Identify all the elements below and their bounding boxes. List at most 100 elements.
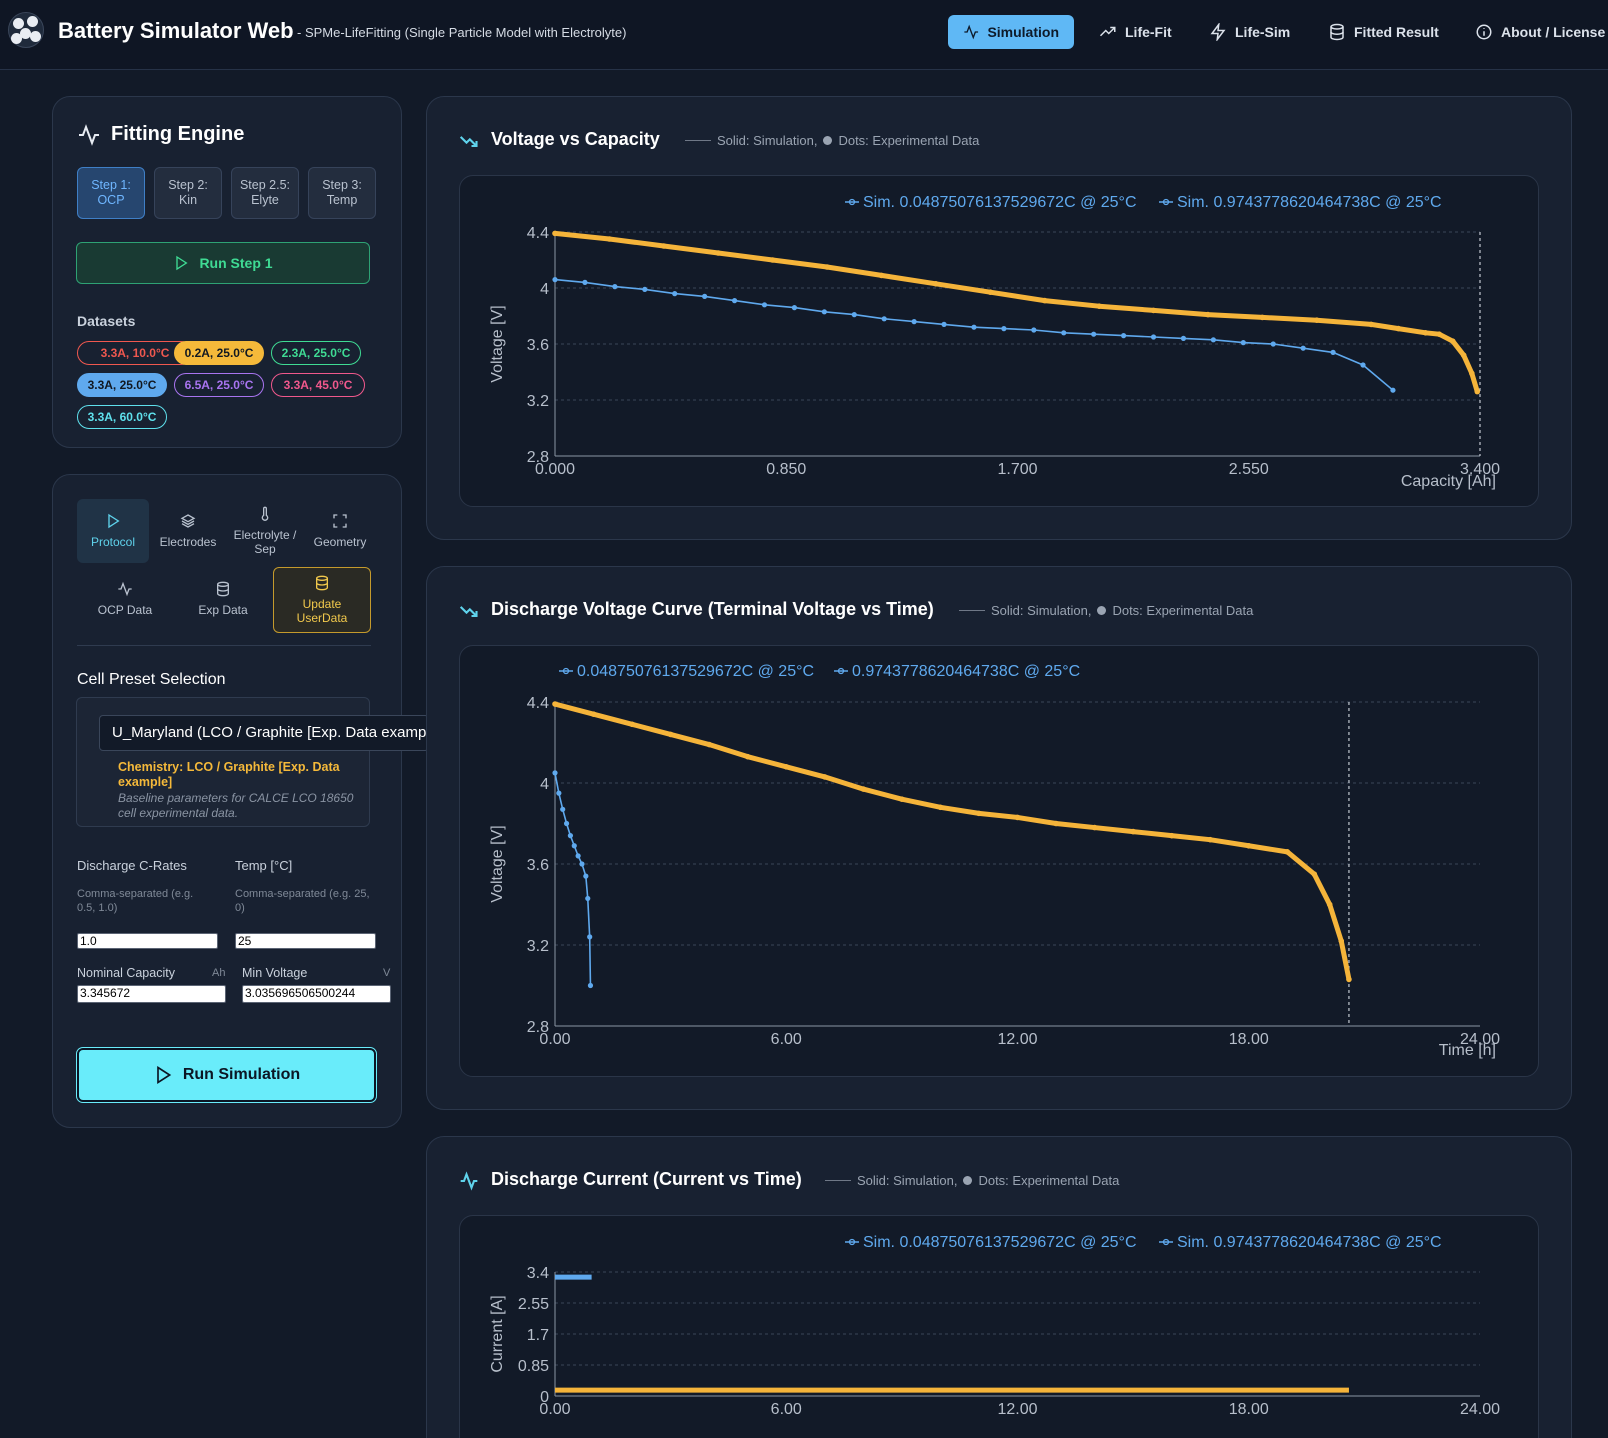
- data-point: [563, 820, 570, 827]
- data-point: [860, 786, 867, 792]
- tab-update-userdata[interactable]: Update UserData: [273, 567, 371, 633]
- series-legend-note: Solid: Simulation, Dots: Experimental Da…: [685, 133, 979, 148]
- database-icon: [217, 581, 229, 597]
- nav-label: Fitted Result: [1354, 24, 1439, 40]
- dataset-chip[interactable]: 6.5A, 25.0°C: [174, 373, 264, 397]
- data-point: [1096, 303, 1102, 310]
- data-point: [606, 236, 613, 242]
- data-point: [552, 770, 558, 776]
- data-point: [1205, 311, 1211, 318]
- min-voltage-input[interactable]: 3.035696506500244: [242, 985, 391, 1003]
- data-point: [1031, 327, 1037, 333]
- data-point: [824, 264, 830, 270]
- data-point: [1270, 341, 1276, 347]
- tab-label: Electrolyte / Sep: [233, 528, 297, 556]
- y-tick-label: 0: [540, 1389, 549, 1406]
- series-line: [554, 772, 592, 986]
- bolt-icon: [1210, 23, 1226, 41]
- data-point: [715, 250, 722, 256]
- data-point: [590, 711, 597, 717]
- nominal-capacity-input[interactable]: 3.345672: [77, 985, 226, 1003]
- x-tick-label: 0.00: [539, 1401, 570, 1418]
- x-tick-label: 1.700: [997, 461, 1037, 478]
- expand-icon: [333, 514, 347, 528]
- nav-life-sim[interactable]: Life-Sim: [1194, 15, 1305, 49]
- dot-swatch: [823, 136, 833, 145]
- y-tick-label: 3.4: [527, 1265, 549, 1282]
- data-point: [1338, 938, 1345, 944]
- legend-swatch: [837, 667, 845, 675]
- step-1-button[interactable]: Step 1: OCP: [77, 167, 145, 219]
- nav-life-fit[interactable]: Life-Fit: [1084, 15, 1187, 49]
- dataset-chip[interactable]: 0.2A, 25.0°C: [174, 341, 264, 365]
- legend-label: Sim. 0.04875076137529672C @ 25°C: [863, 194, 1137, 211]
- app-title: Battery Simulator Web: [58, 18, 294, 43]
- y-tick-label: 1.7: [527, 1327, 549, 1344]
- tab-electrodes[interactable]: Electrodes: [151, 499, 225, 563]
- run-simulation-button[interactable]: Run Simulation: [77, 1048, 376, 1102]
- tab-label: Protocol: [90, 535, 136, 549]
- step-2-button[interactable]: Step 2: Kin: [154, 167, 222, 219]
- nav-about-license[interactable]: About / License: [1460, 15, 1608, 49]
- data-point: [661, 243, 667, 249]
- data-point: [1460, 352, 1467, 359]
- data-point: [567, 833, 574, 839]
- legend-dots-text: Dots: Experimental Data: [1112, 603, 1254, 618]
- data-point: [1168, 832, 1175, 839]
- tab-exp-data[interactable]: Exp Data: [175, 567, 271, 631]
- nav-simulation[interactable]: Simulation: [948, 15, 1074, 49]
- data-point: [1061, 330, 1067, 336]
- data-point: [1207, 836, 1214, 843]
- tab-electrolyte-sep[interactable]: Electrolyte / Sep: [227, 499, 303, 563]
- layers-icon: [180, 514, 196, 528]
- dataset-chip[interactable]: 3.3A, 25.0°C: [77, 373, 167, 397]
- data-point: [585, 895, 591, 902]
- data-point: [667, 731, 674, 738]
- app-subtitle: - SPMe-LifeFitting (Single Particle Mode…: [297, 25, 627, 40]
- dataset-chip[interactable]: 2.3A, 25.0°C: [271, 341, 361, 365]
- x-tick-label: 3.400: [1460, 461, 1500, 478]
- tab-label: Exp Data: [198, 603, 248, 617]
- data-point: [1150, 334, 1157, 340]
- y-tick-label: 2.8: [527, 449, 549, 466]
- cell-preset-select[interactable]: U_Maryland (LCO / Graphite [Exp. Data ex…: [99, 715, 429, 751]
- data-point: [851, 312, 857, 318]
- temp-input[interactable]: 25: [235, 933, 376, 949]
- data-point: [783, 764, 790, 770]
- step-2-5-button[interactable]: Step 2.5: Elyte: [231, 167, 299, 219]
- dataset-chip[interactable]: 3.3A, 60.0°C: [77, 405, 167, 429]
- series-legend-note: Solid: Simulation, Dots: Experimental Da…: [825, 1173, 1119, 1188]
- x-axis-title: Capacity [Ah]: [1401, 473, 1496, 490]
- c-rates-input[interactable]: 1.0: [77, 933, 218, 949]
- tab-geometry[interactable]: Geometry: [303, 499, 377, 563]
- series-line: [554, 278, 1394, 391]
- run-step-button[interactable]: Run Step 1: [76, 242, 370, 284]
- y-tick-label: 4: [540, 281, 549, 298]
- nav-fitted-result[interactable]: Fitted Result: [1313, 15, 1454, 49]
- step-label: Step 2.5:: [239, 178, 291, 192]
- data-point: [911, 319, 917, 325]
- play-icon: [176, 255, 189, 271]
- legend-solid-text: Solid: Simulation,: [857, 1173, 958, 1188]
- y-axis-title: Voltage [V]: [489, 305, 506, 382]
- tab-protocol[interactable]: Protocol: [77, 499, 149, 563]
- database-icon: [316, 575, 328, 591]
- data-point: [1150, 307, 1157, 314]
- data-point: [672, 291, 678, 297]
- voltage-capacity-card: Voltage vs Capacity Solid: Simulation, D…: [426, 96, 1572, 540]
- solid-line-swatch: [959, 610, 985, 611]
- trend-up-icon: [1099, 26, 1116, 37]
- plot-area: [459, 175, 1539, 507]
- step-label: Step 2:: [168, 178, 208, 192]
- run-simulation-label: Run Simulation: [182, 1066, 301, 1083]
- trend-down-icon: [459, 136, 478, 148]
- dataset-chip[interactable]: 3.3A, 45.0°C: [271, 373, 365, 397]
- nav-label: About / License: [1501, 24, 1606, 40]
- tab-ocp-data[interactable]: OCP Data: [77, 567, 173, 631]
- preset-description: Baseline parameters for CALCE LCO 18650 …: [118, 791, 354, 820]
- step-label: Temp: [326, 193, 358, 207]
- data-point: [899, 796, 905, 802]
- legend-dots-text: Dots: Experimental Data: [838, 133, 980, 148]
- data-point: [933, 281, 939, 287]
- step-3-button[interactable]: Step 3: Temp: [308, 167, 376, 219]
